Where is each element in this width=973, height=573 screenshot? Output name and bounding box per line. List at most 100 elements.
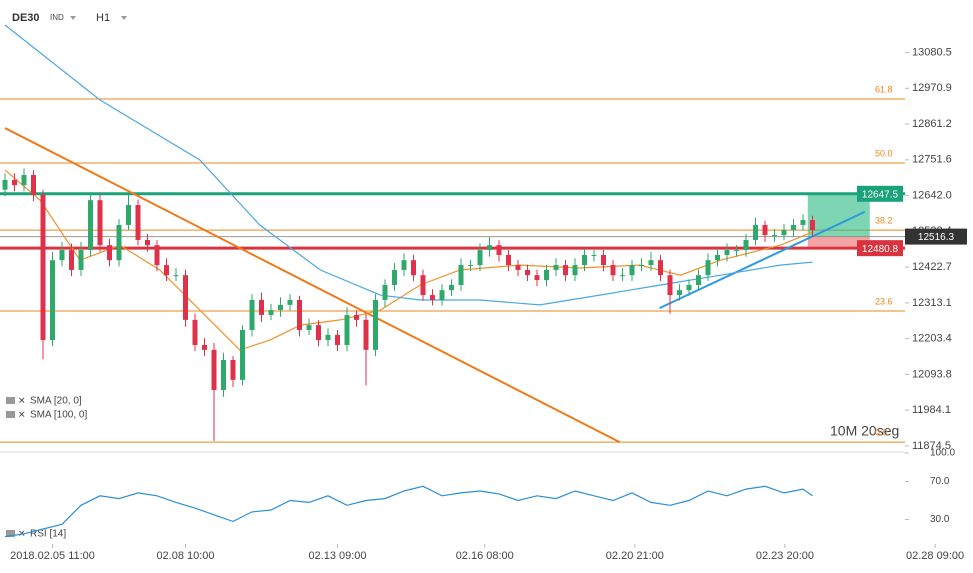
candle-body	[620, 275, 625, 277]
candle-body	[259, 299, 264, 315]
fib-label: 0.0	[875, 428, 888, 438]
candle-body	[810, 220, 815, 231]
candle-body	[154, 245, 160, 266]
candle-body	[582, 254, 587, 266]
current-price-label: 12516.3	[918, 232, 955, 243]
legend-icon[interactable]	[6, 397, 15, 404]
candle-body	[658, 260, 663, 276]
candle-body	[496, 245, 502, 255]
candle-body	[696, 275, 701, 285]
rsi-tick-label: 100.0	[930, 448, 955, 459]
candle-body	[354, 314, 359, 320]
candle-body	[525, 269, 530, 276]
y-tick-label: 12861.2	[912, 118, 952, 130]
legend: ✕ SMA [20, 0] ✕ SMA [100, 0] ✕ RSI [14]	[6, 395, 87, 540]
rsi-tick-label: 70.0	[930, 476, 950, 487]
candle-body	[31, 175, 36, 195]
candle-body	[800, 220, 806, 225]
y-tick-label: 12970.9	[912, 82, 952, 94]
take-profit-badge	[857, 185, 903, 202]
candle-body	[230, 359, 236, 380]
timeframe[interactable]: H1	[96, 12, 110, 24]
candle-body	[2, 179, 8, 190]
candle-body	[278, 304, 283, 311]
x-tick-label: 02.16 08:00	[456, 550, 514, 562]
candle-body	[116, 224, 122, 261]
candle-body	[306, 325, 312, 330]
candle-body	[97, 200, 103, 246]
legend-label: SMA [20, 0]	[30, 396, 82, 407]
candle-body	[164, 265, 169, 276]
candle-body	[12, 179, 17, 186]
trend-line	[4, 127, 621, 444]
candle-body	[59, 250, 65, 261]
stop-loss-label: 12480.8	[862, 244, 899, 255]
dropdown-caret[interactable]	[70, 16, 76, 20]
candle-body	[534, 275, 540, 281]
dropdown-caret[interactable]	[121, 16, 127, 20]
current-price-badge	[905, 228, 967, 245]
candle-body	[715, 254, 720, 261]
rsi-tick-label: 30.0	[930, 514, 950, 525]
candle-body	[268, 310, 274, 315]
candle-body	[791, 224, 796, 231]
candle-body	[648, 260, 654, 266]
x-tick-label: 02.20 21:00	[606, 550, 664, 562]
candle-body	[401, 260, 407, 270]
candle-body	[145, 239, 150, 246]
take-profit-label: 12647.5	[862, 189, 899, 200]
candle-body	[325, 334, 331, 341]
legend-icon[interactable]	[6, 530, 15, 537]
y-tick-label: 12313.1	[912, 297, 952, 309]
candle-body	[411, 260, 416, 276]
sma-line	[4, 169, 813, 351]
candle-body	[506, 254, 511, 266]
x-tick-label: 02.23 20:00	[756, 550, 814, 562]
candle-body	[515, 265, 521, 270]
candle-body	[439, 290, 445, 300]
candle-body	[50, 260, 55, 341]
candle-body	[743, 239, 749, 251]
y-tick-label: 12642.0	[912, 189, 952, 201]
candle-body	[601, 254, 606, 266]
legend-close[interactable]: ✕	[18, 409, 26, 419]
legend-label: RSI [14]	[30, 529, 66, 540]
symbol: DE30	[12, 12, 40, 24]
candle-body	[392, 269, 397, 285]
legend-close[interactable]: ✕	[18, 395, 26, 405]
y-tick-label: 11984.1	[912, 404, 951, 416]
candle-body	[335, 334, 340, 345]
candle-body	[297, 299, 302, 330]
fib-label: 50.0	[875, 148, 893, 158]
candle-body	[135, 205, 141, 240]
x-tick-label: 2018.02.05 11:00	[10, 550, 95, 562]
candle-body	[610, 265, 616, 276]
x-tick-label: 02.08 10:00	[156, 550, 214, 562]
candle-body	[772, 235, 777, 237]
candle-body	[753, 224, 758, 240]
candle-body	[686, 284, 692, 291]
candle-body	[468, 265, 473, 267]
candle-body	[458, 265, 464, 285]
market[interactable]: IND	[50, 13, 64, 22]
x-tick-label: 02.28 09:00	[906, 550, 964, 562]
candle-body	[107, 245, 112, 261]
candle-body	[40, 194, 46, 341]
fib-label: 61.8	[875, 84, 893, 94]
y-tick-label: 12422.7	[912, 261, 952, 273]
candle-body	[211, 349, 217, 390]
candle-body	[420, 275, 426, 296]
legend-icon[interactable]	[6, 411, 15, 418]
y-tick-label: 12203.4	[912, 333, 952, 345]
candle-body	[287, 299, 293, 305]
legend-close[interactable]: ✕	[18, 528, 26, 538]
candle-body	[173, 275, 179, 277]
candle-body	[240, 329, 245, 380]
candle-body	[363, 319, 369, 350]
candle-body	[487, 245, 492, 251]
candle-body	[373, 299, 378, 350]
candle-body	[344, 314, 350, 345]
y-tick-label: 12093.8	[912, 368, 952, 380]
candle-body	[572, 265, 578, 276]
